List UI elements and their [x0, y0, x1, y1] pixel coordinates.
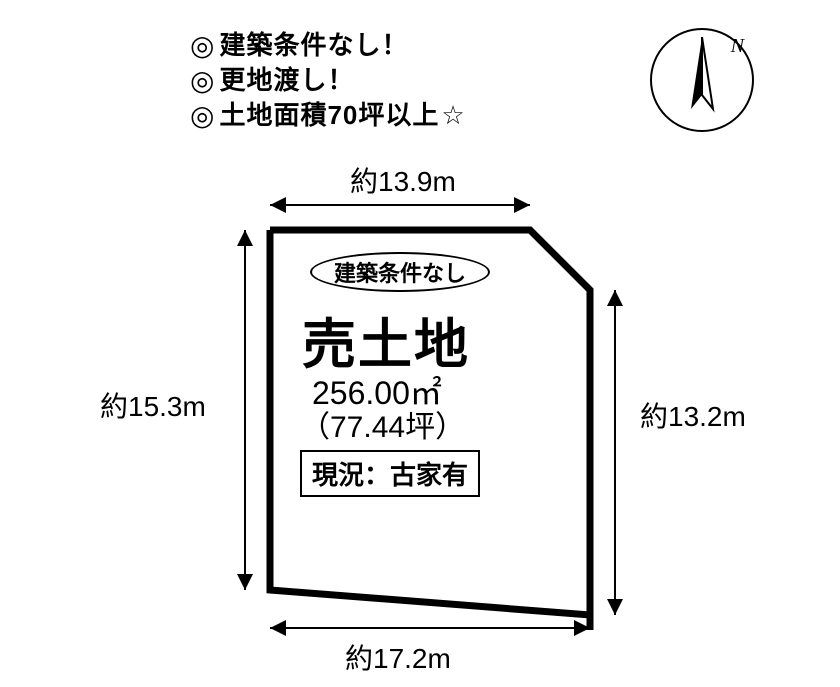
- condition-badge: 建築条件なし: [310, 252, 490, 292]
- dim-top-label: 約13.9m: [350, 160, 456, 200]
- bullet-mark-icon: ◎: [190, 28, 215, 63]
- dim-bottom-label: 約17.2m: [345, 637, 451, 677]
- compass: N: [650, 28, 754, 132]
- bullet-line-3: ◎ 土地面積70坪以上 ☆: [190, 98, 466, 133]
- dim-right-label: 約13.2m: [640, 395, 746, 435]
- area-tsubo-label: （77.44坪）: [300, 402, 465, 446]
- bullet-line-2: ◎ 更地渡し！: [190, 63, 466, 98]
- compass-n-label: N: [731, 35, 744, 58]
- compass-arrow-icon: [687, 37, 717, 123]
- bullet-text-1: 建築条件なし！: [219, 29, 408, 62]
- status-box: 現況：古家有: [300, 450, 480, 497]
- canvas: ◎ 建築条件なし！ ◎ 更地渡し！ ◎ 土地面積70坪以上 ☆ N: [0, 0, 840, 687]
- bullet-line-1: ◎ 建築条件なし！: [190, 28, 466, 63]
- bullet-mark-icon: ◎: [190, 63, 215, 98]
- bullet-mark-icon: ◎: [190, 98, 215, 133]
- bullet-text-2: 更地渡し！: [219, 64, 354, 97]
- dim-left-label: 約15.3m: [100, 385, 206, 425]
- bullet-text-3: 土地面積70坪以上: [219, 99, 439, 132]
- feature-bullets: ◎ 建築条件なし！ ◎ 更地渡し！ ◎ 土地面積70坪以上 ☆: [190, 28, 466, 133]
- compass-circle: N: [650, 28, 754, 132]
- star-icon: ☆: [441, 99, 465, 132]
